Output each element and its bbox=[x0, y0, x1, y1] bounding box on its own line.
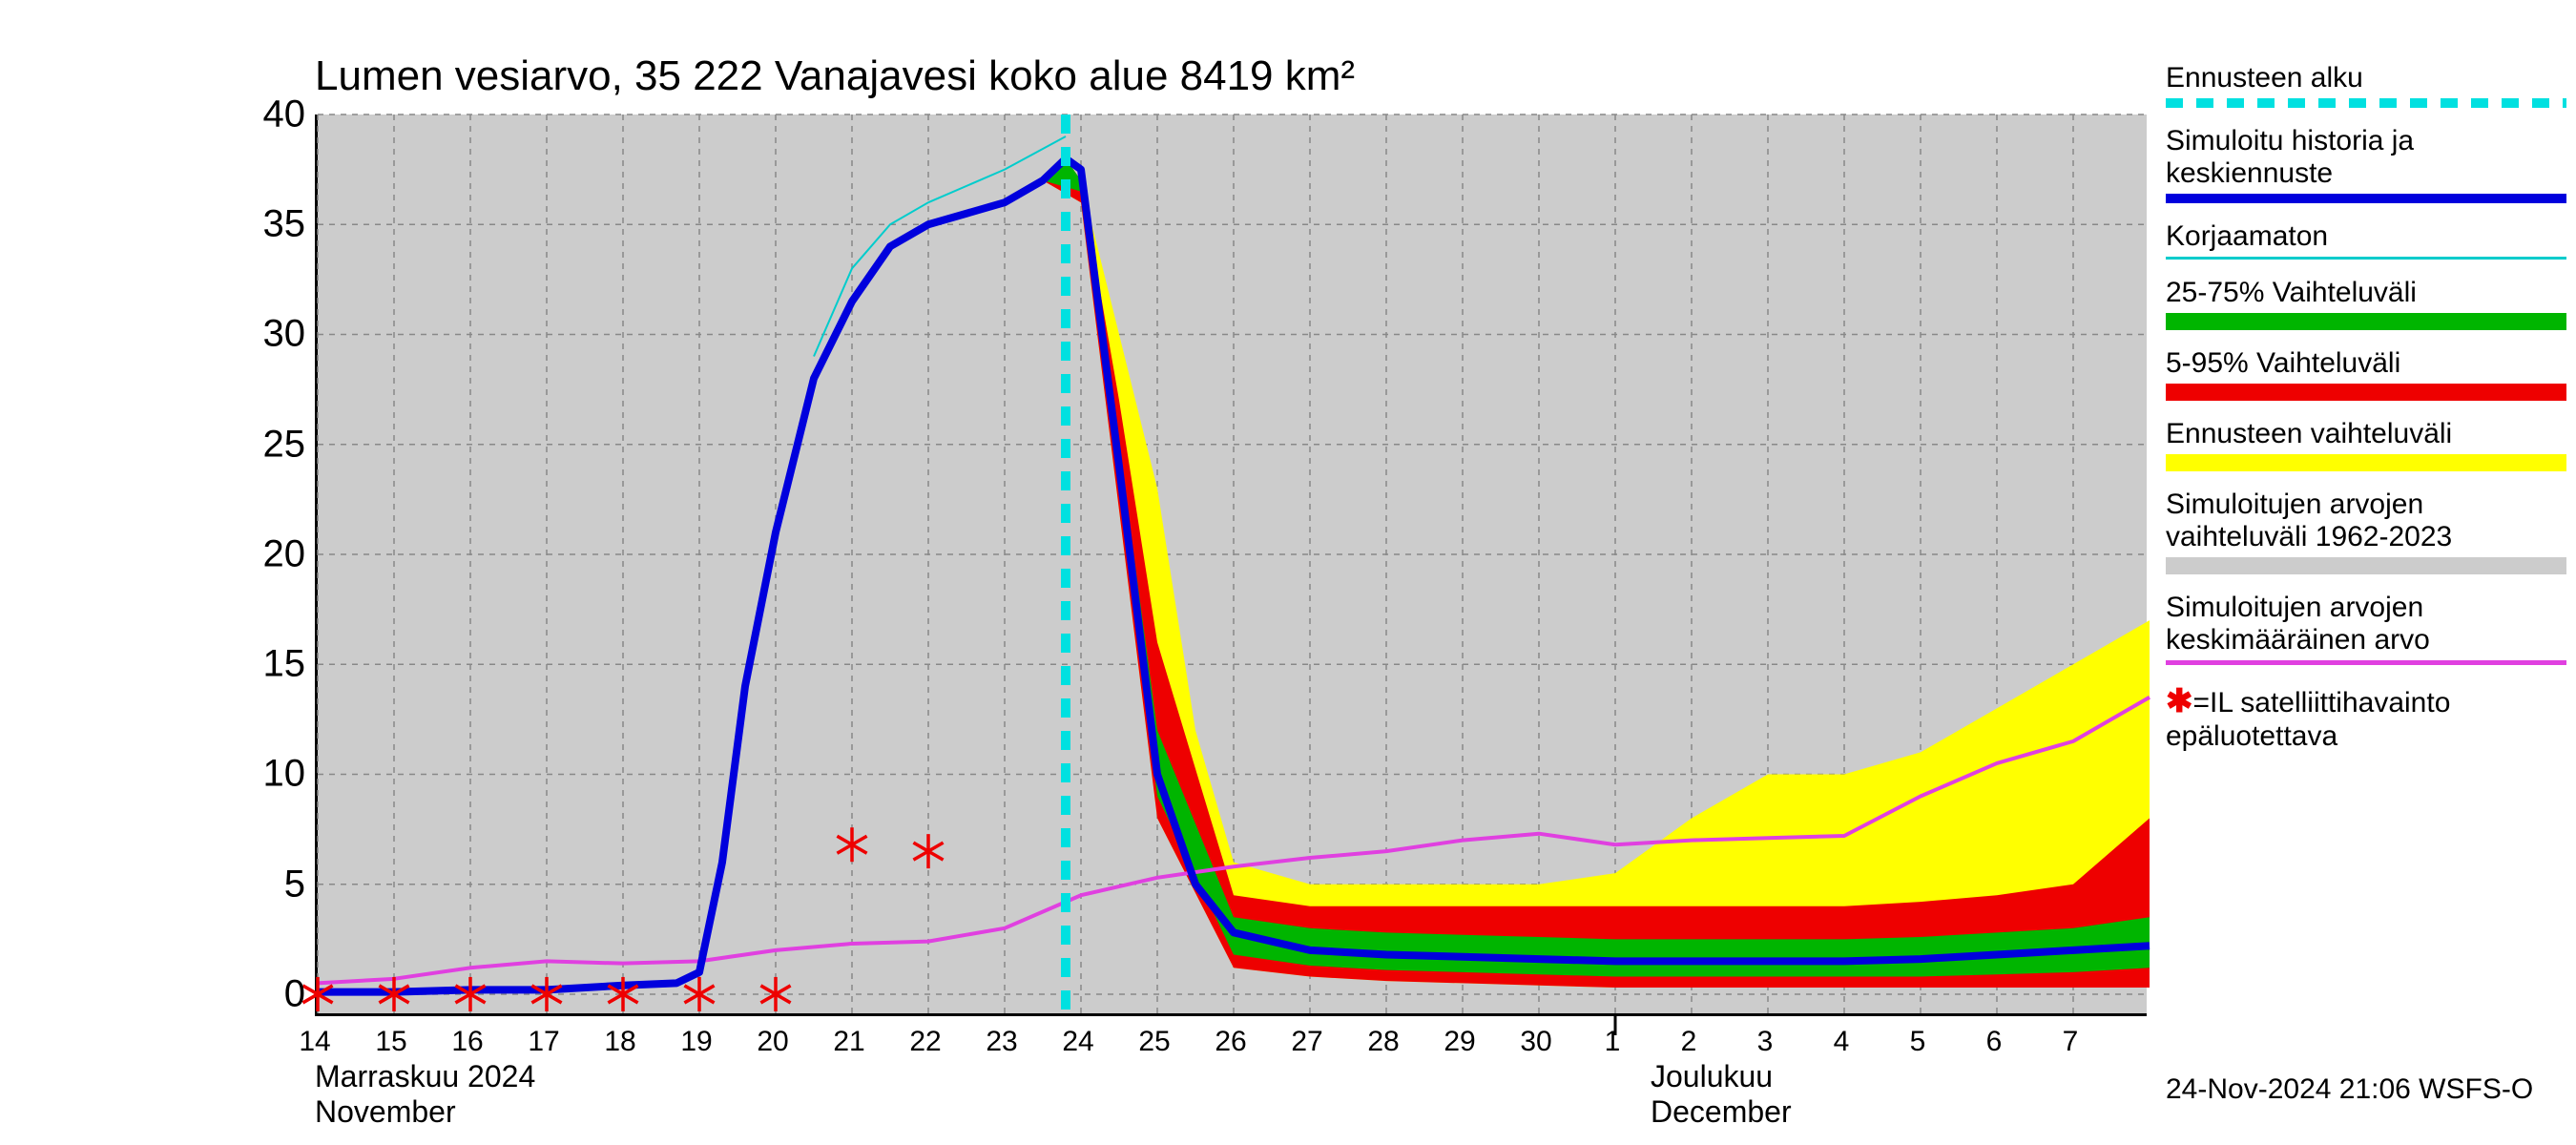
x-tick-label: 19 bbox=[680, 1026, 712, 1058]
legend-swatch bbox=[2166, 257, 2566, 260]
x-month-label: JoulukuuDecember bbox=[1651, 1059, 1792, 1130]
x-tick-label: 27 bbox=[1291, 1026, 1322, 1058]
legend: Ennusteen alku Simuloitu historia ja kesk… bbox=[2166, 62, 2566, 770]
chart-container: Lumen vesiarvo / Snow water equiv. mm Lu… bbox=[0, 0, 2576, 1145]
x-tick-label: 29 bbox=[1444, 1026, 1475, 1058]
legend-label: Simuloitu historia ja keskiennuste bbox=[2166, 125, 2566, 190]
legend-item: Korjaamaton bbox=[2166, 220, 2566, 260]
x-tick-label: 15 bbox=[375, 1026, 406, 1058]
legend-label: Simuloitujen arvojen keskimääräinen arvo bbox=[2166, 592, 2566, 656]
x-month-label: Marraskuu 2024November bbox=[315, 1059, 535, 1130]
legend-label: Korjaamaton bbox=[2166, 220, 2566, 253]
y-tick-label: 10 bbox=[263, 753, 306, 796]
legend-swatch bbox=[2166, 557, 2566, 574]
legend-item: Simuloitu historia ja keskiennuste bbox=[2166, 125, 2566, 203]
legend-label: Ennusteen alku bbox=[2166, 62, 2566, 94]
x-tick-label: 24 bbox=[1062, 1026, 1093, 1058]
plot-area bbox=[315, 114, 2147, 1016]
y-tick-label: 15 bbox=[263, 643, 306, 686]
x-tick-label: 6 bbox=[1986, 1026, 2003, 1058]
x-tick-label: 26 bbox=[1215, 1026, 1246, 1058]
x-tick-label: 22 bbox=[909, 1026, 941, 1058]
x-tick-label: 4 bbox=[1834, 1026, 1850, 1058]
legend-item: Ennusteen vaihteluväli bbox=[2166, 418, 2566, 471]
x-tick-label: 25 bbox=[1138, 1026, 1170, 1058]
x-tick-label: 18 bbox=[604, 1026, 635, 1058]
y-tick-label: 5 bbox=[284, 863, 305, 906]
x-tick-label: 14 bbox=[299, 1026, 330, 1058]
legend-label: Ennusteen vaihteluväli bbox=[2166, 418, 2566, 450]
y-tick-label: 35 bbox=[263, 203, 306, 246]
y-tick-label: 25 bbox=[263, 423, 306, 466]
legend-item: Simuloitujen arvojen vaihteluväli 1962-2… bbox=[2166, 489, 2566, 574]
legend-label: Simuloitujen arvojen vaihteluväli 1962-2… bbox=[2166, 489, 2566, 553]
x-tick-label: 30 bbox=[1520, 1026, 1551, 1058]
y-tick-label: 20 bbox=[263, 532, 306, 575]
x-tick-label: 3 bbox=[1757, 1026, 1774, 1058]
x-tick-label: 23 bbox=[986, 1026, 1017, 1058]
x-tick-label: 20 bbox=[757, 1026, 788, 1058]
x-tick-label: 5 bbox=[1910, 1026, 1926, 1058]
chart-title: Lumen vesiarvo, 35 222 Vanajavesi koko a… bbox=[315, 52, 1355, 100]
y-tick-label: 30 bbox=[263, 313, 306, 356]
legend-swatch bbox=[2166, 384, 2566, 401]
legend-star-text: =IL satelliittihavainto epäluotettava bbox=[2166, 687, 2450, 752]
timestamp-label: 24-Nov-2024 21:06 WSFS-O bbox=[2166, 1073, 2533, 1106]
legend-item: 25-75% Vaihteluväli bbox=[2166, 277, 2566, 330]
x-tick-label: 2 bbox=[1681, 1026, 1697, 1058]
legend-item: 5-95% Vaihteluväli bbox=[2166, 347, 2566, 401]
legend-swatch bbox=[2166, 98, 2566, 108]
legend-swatch bbox=[2166, 194, 2566, 203]
legend-item: Ennusteen alku bbox=[2166, 62, 2566, 108]
legend-swatch bbox=[2166, 454, 2566, 471]
legend-star-note: ✱=IL satelliittihavainto epäluotettava bbox=[2166, 682, 2566, 753]
x-tick-label: 17 bbox=[528, 1026, 559, 1058]
x-tick-label: 28 bbox=[1367, 1026, 1399, 1058]
y-tick-label: 40 bbox=[263, 94, 306, 136]
legend-label: 5-95% Vaihteluväli bbox=[2166, 347, 2566, 380]
x-tick-label: 1 bbox=[1605, 1026, 1621, 1058]
x-tick-label: 21 bbox=[833, 1026, 864, 1058]
star-icon: ✱ bbox=[2166, 683, 2193, 719]
x-tick-label: 7 bbox=[2063, 1026, 2079, 1058]
x-tick-label: 16 bbox=[451, 1026, 483, 1058]
legend-swatch bbox=[2166, 660, 2566, 665]
y-tick-label: 0 bbox=[284, 972, 305, 1015]
plot-svg bbox=[318, 114, 2150, 1016]
legend-label: 25-75% Vaihteluväli bbox=[2166, 277, 2566, 309]
legend-swatch bbox=[2166, 313, 2566, 330]
legend-item: Simuloitujen arvojen keskimääräinen arvo bbox=[2166, 592, 2566, 665]
